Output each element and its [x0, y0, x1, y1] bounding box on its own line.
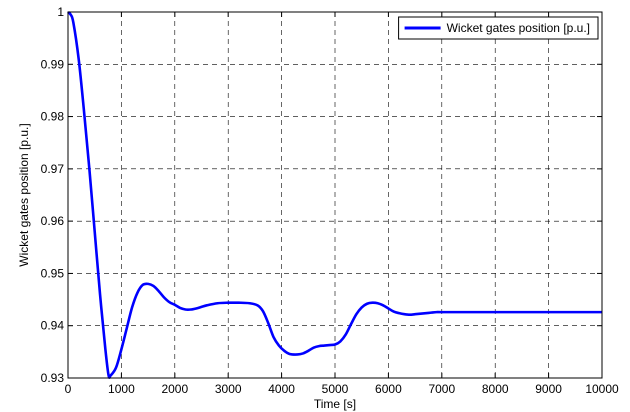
- x-tick-label: 9000: [535, 382, 562, 396]
- y-tick-label: 0.97: [41, 162, 65, 176]
- x-tick-label: 1000: [108, 382, 135, 396]
- x-tick-label: 4000: [268, 382, 295, 396]
- tick-labels: 0 1000 2000 3000 4000 5000 6000 7000 8000 9000 100…: [41, 5, 619, 396]
- x-tick-label: 3000: [215, 382, 242, 396]
- x-axis-label: Time [s]: [314, 397, 356, 411]
- y-tick-label: 0.98: [41, 110, 65, 124]
- y-tick-label: 0.96: [41, 214, 65, 228]
- legend-box: [398, 16, 599, 40]
- y-tick-label: 0.93: [41, 371, 65, 385]
- plot-frame: [67, 11, 603, 379]
- grid: [68, 12, 602, 378]
- x-tick-label: 0: [65, 382, 72, 396]
- series-group: [67, 10, 602, 379]
- series-line: [67, 10, 602, 379]
- x-tick-label: 8000: [482, 382, 509, 396]
- y-axis-label: Wicket gates position [p.u.]: [17, 123, 31, 266]
- x-tick-label: 5000: [322, 382, 349, 396]
- x-tick-label: 7000: [428, 382, 455, 396]
- x-tick-label: 6000: [375, 382, 402, 396]
- x-tick-label: 10000: [585, 382, 619, 396]
- y-tick-label: 0.99: [41, 57, 65, 71]
- y-tick-label: 0.94: [41, 319, 65, 333]
- y-tick-label: 0.95: [41, 266, 65, 280]
- y-tick-label: 1: [57, 5, 64, 19]
- legend: Wicket gates position [p.u.]: [398, 16, 599, 40]
- legend-entry: Wicket gates position [p.u.]: [447, 21, 590, 35]
- x-tick-label: 2000: [161, 382, 188, 396]
